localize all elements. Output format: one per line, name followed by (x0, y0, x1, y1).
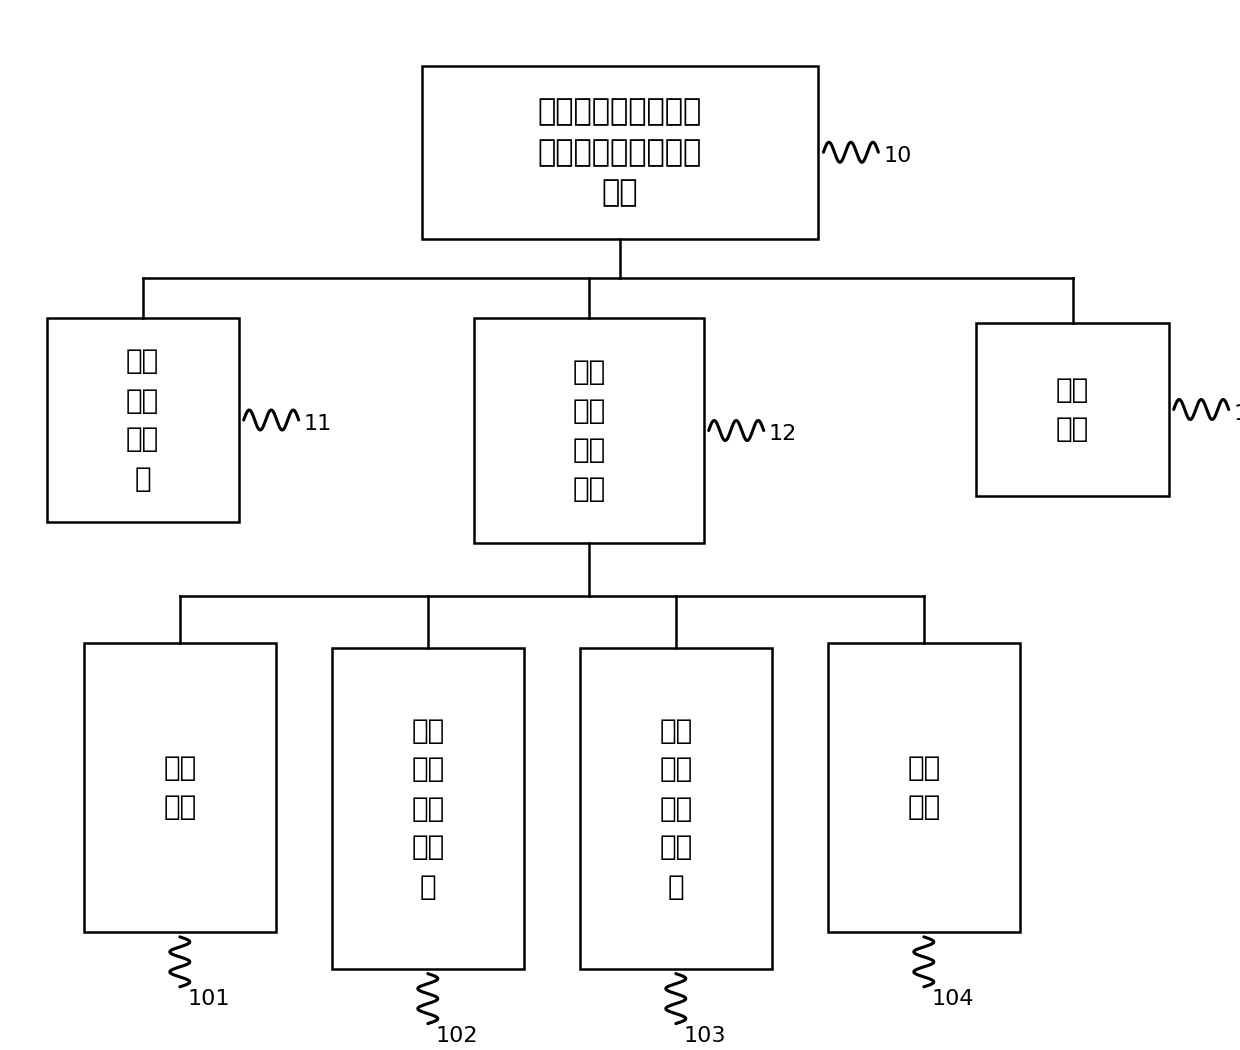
Text: 确定
结合
序列
模块: 确定 结合 序列 模块 (573, 358, 605, 503)
Text: 102: 102 (435, 1026, 479, 1046)
Text: 13: 13 (1234, 403, 1240, 423)
FancyBboxPatch shape (976, 323, 1168, 497)
FancyBboxPatch shape (474, 317, 704, 544)
FancyBboxPatch shape (422, 65, 818, 239)
Text: 103: 103 (683, 1026, 727, 1046)
Text: 12: 12 (769, 424, 797, 444)
FancyBboxPatch shape (828, 643, 1019, 932)
Text: 10: 10 (883, 146, 911, 166)
Text: 104: 104 (931, 989, 975, 1009)
Text: 索引
表构
建模
块: 索引 表构 建模 块 (126, 348, 159, 492)
Text: 热力
学信
息组
合模
块: 热力 学信 息组 合模 块 (660, 716, 692, 901)
Text: 判断
模块: 判断 模块 (908, 754, 940, 821)
Text: 101: 101 (187, 989, 231, 1009)
FancyBboxPatch shape (331, 648, 523, 968)
Text: 分割
模块: 分割 模块 (164, 754, 196, 821)
Text: 在基因组水平上推断
寡核苷酸结合位点的
系统: 在基因组水平上推断 寡核苷酸结合位点的 系统 (538, 98, 702, 207)
Text: 定位
模块: 定位 模块 (1056, 376, 1089, 443)
Text: 热力
学信
息获
取模
块: 热力 学信 息获 取模 块 (412, 716, 444, 901)
FancyBboxPatch shape (580, 648, 771, 968)
FancyBboxPatch shape (83, 643, 275, 932)
FancyBboxPatch shape (47, 317, 238, 523)
Text: 11: 11 (304, 414, 332, 434)
